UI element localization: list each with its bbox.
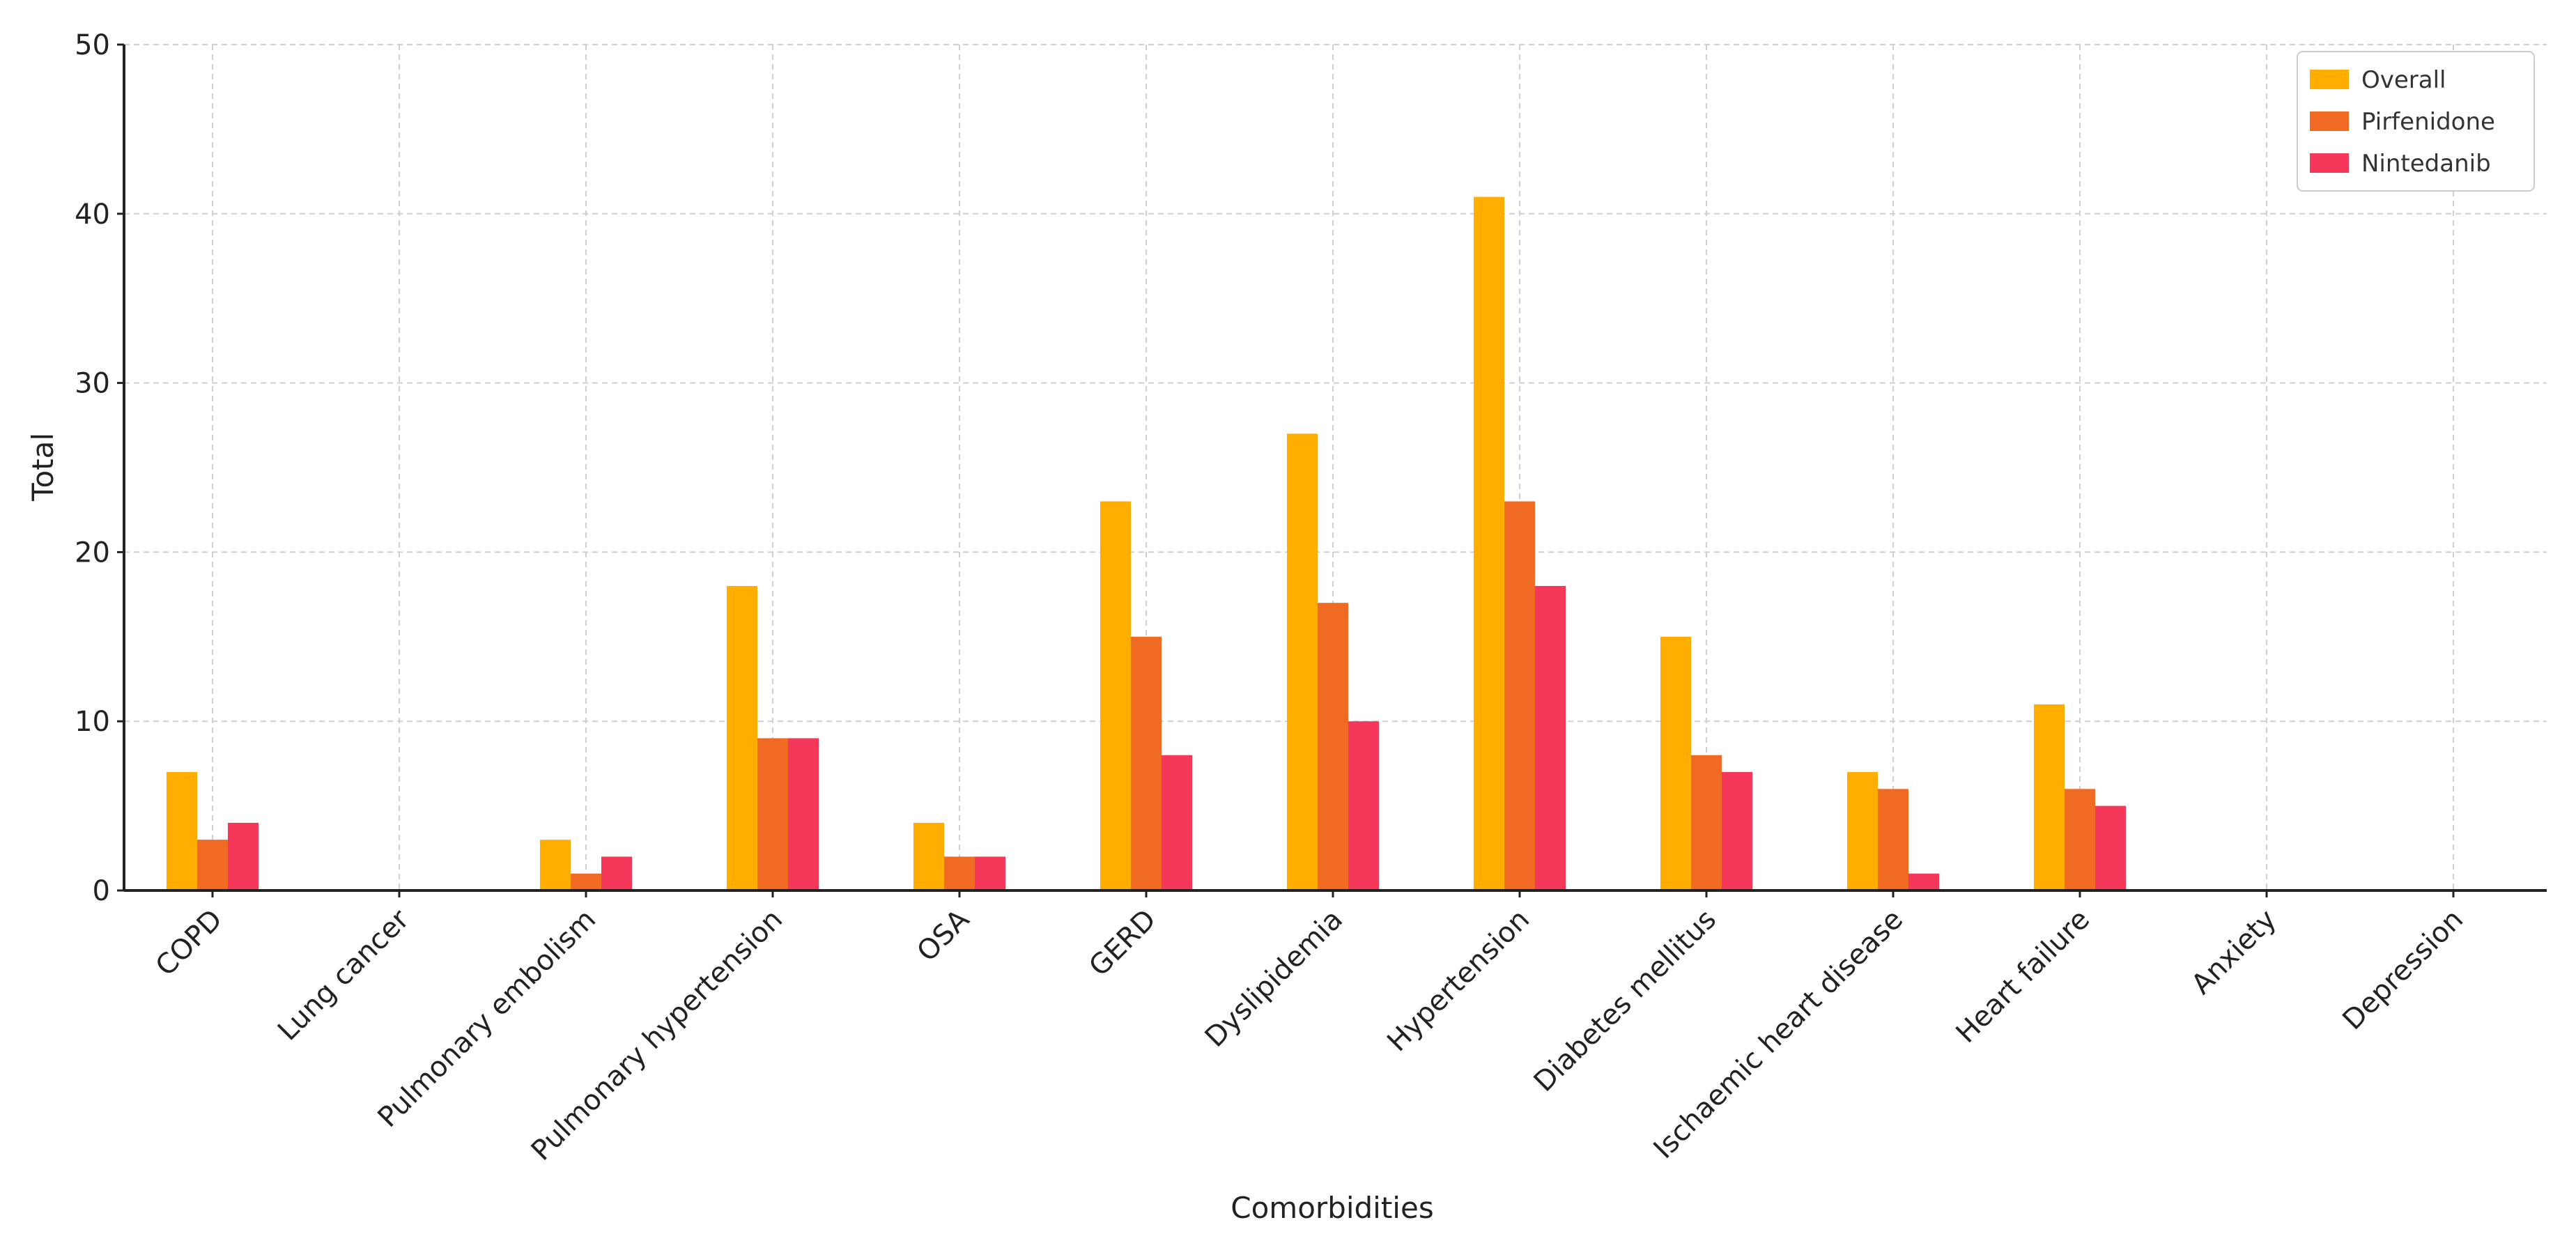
legend: Overall Pirfenidone Nintedanib [2297, 51, 2535, 192]
y-tick-label: 50 [75, 29, 110, 61]
bar-overall-9 [1847, 772, 1878, 890]
legend-swatch-pirfenidone [2310, 111, 2349, 131]
bar-nintedanib-6 [1348, 721, 1379, 890]
bar-pirfenidone-7 [1504, 501, 1535, 890]
bar-nintedanib-8 [1722, 772, 1752, 890]
legend-frame [2297, 51, 2535, 192]
bar-nintedanib-5 [1162, 755, 1192, 890]
bar-overall-7 [1474, 196, 1504, 890]
x-axis-label: Comorbidities [1231, 1191, 1433, 1225]
bar-overall-10 [2034, 704, 2065, 890]
y-axis-label: Total [26, 433, 60, 502]
x-tick-label: Pulmonary embolism [372, 904, 603, 1134]
bar-nintedanib-9 [1908, 873, 1939, 890]
x-tick-label: Lung cancer [272, 903, 415, 1047]
bar-nintedanib-10 [2095, 805, 2126, 890]
y-tick-label: 0 [93, 875, 110, 907]
bar-pirfenidone-10 [2065, 789, 2095, 890]
bar-overall-0 [167, 772, 197, 890]
x-tick-label: OSA [911, 903, 975, 968]
legend-label-overall: Overall [2361, 66, 2446, 94]
legend-swatch-overall [2310, 70, 2349, 89]
bar-nintedanib-4 [975, 856, 1005, 890]
bar-overall-5 [1100, 501, 1131, 890]
y-tick-label: 10 [75, 706, 110, 738]
y-tick-label: 20 [75, 537, 110, 569]
x-tick-label: Dyslipidemia [1199, 904, 1349, 1054]
bars [167, 196, 2126, 890]
bar-pirfenidone-3 [757, 738, 788, 890]
bar-pirfenidone-5 [1131, 636, 1162, 890]
bar-nintedanib-2 [601, 856, 632, 890]
y-tick-label: 30 [75, 368, 110, 400]
bar-pirfenidone-4 [944, 856, 975, 890]
x-tick-label: Diabetes mellitus [1528, 904, 1722, 1098]
axes [117, 43, 2547, 897]
bar-pirfenidone-2 [571, 873, 601, 890]
bar-overall-3 [727, 585, 757, 890]
bar-nintedanib-3 [788, 738, 819, 890]
bar-pirfenidone-6 [1318, 603, 1348, 890]
bar-pirfenidone-8 [1691, 755, 1722, 890]
x-tick-label: Depression [2336, 904, 2469, 1037]
x-tick-label: Heart failure [1950, 904, 2096, 1050]
bar-overall-8 [1660, 636, 1691, 890]
y-tick-label: 40 [75, 199, 110, 231]
x-tick-label: COPD [150, 904, 229, 982]
x-tick-label: Anxiety [2185, 904, 2283, 1001]
bar-overall-6 [1287, 433, 1318, 890]
legend-label-nintedanib: Nintedanib [2361, 150, 2491, 178]
legend-swatch-nintedanib [2310, 153, 2349, 173]
x-tick-label: Hypertension [1381, 904, 1536, 1058]
bar-overall-4 [913, 822, 944, 890]
x-tick-label: GERD [1083, 904, 1162, 983]
bar-nintedanib-0 [228, 822, 259, 890]
bar-pirfenidone-9 [1878, 789, 1908, 890]
legend-label-pirfenidone: Pirfenidone [2361, 108, 2495, 136]
bar-pirfenidone-0 [197, 840, 228, 890]
bar-overall-2 [540, 840, 571, 890]
bar-nintedanib-7 [1535, 585, 1566, 890]
